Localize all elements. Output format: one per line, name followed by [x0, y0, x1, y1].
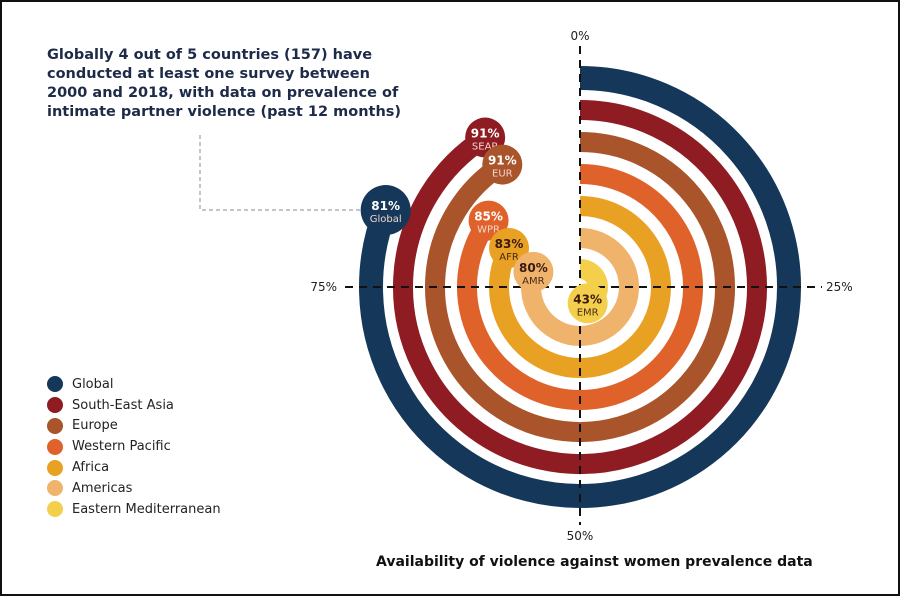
value-label: 81% [371, 199, 400, 213]
value-label: 43% [573, 292, 602, 306]
value-label: 85% [474, 210, 503, 224]
arc-global [359, 66, 801, 508]
legend-label: Africa [72, 460, 110, 476]
label-global: 81%Global [360, 185, 411, 236]
legend-item: Global [47, 374, 221, 395]
tick-75: 75% [310, 280, 337, 294]
legend: Global South-East Asia Europe Western Pacif… [47, 374, 221, 520]
label-bubble [468, 200, 509, 241]
legend-swatch [47, 397, 63, 414]
code-label: SEAR [472, 142, 499, 153]
legend-item: Western Pacific [47, 436, 221, 457]
legend-swatch [47, 480, 63, 497]
legend-label: South-East Asia [72, 397, 174, 413]
label-bubble [360, 185, 411, 236]
legend-item: Europe [47, 416, 221, 437]
label-emr: 43%EMR [567, 283, 608, 324]
value-label: 91% [471, 127, 500, 141]
arc-sear [393, 100, 767, 474]
label-wpr: 85%WPR [468, 200, 509, 241]
legend-swatch [47, 459, 63, 476]
value-label: 83% [495, 237, 524, 251]
leader-line [199, 135, 362, 211]
code-label: Global [370, 214, 402, 225]
arc-eur [425, 132, 735, 442]
code-label: EUR [492, 169, 513, 180]
legend-item: Americas [47, 478, 221, 499]
legend-swatch [47, 501, 63, 518]
legend-swatch [47, 438, 63, 455]
chart-title: Availability of violence against women p… [376, 554, 813, 570]
label-bubble [567, 283, 608, 324]
value-label: 91% [488, 154, 517, 168]
headline: Globally 4 out of 5 countries (157) have… [47, 47, 402, 120]
legend-swatch [47, 376, 63, 393]
legend-label: Americas [72, 480, 133, 496]
label-bubble [513, 251, 554, 292]
tick-50: 50% [567, 529, 594, 543]
arc-afr [489, 196, 671, 378]
legend-label: Global [72, 376, 114, 392]
label-amr: 80%AMR [513, 251, 554, 292]
value-label: 80% [519, 261, 548, 275]
arc-amr [521, 228, 639, 346]
legend-swatch [47, 417, 63, 434]
legend-item: Africa [47, 457, 221, 478]
code-label: EMR [577, 307, 599, 318]
code-label: AFR [499, 252, 519, 263]
label-eur: 91%EUR [482, 144, 523, 185]
label-bubble [482, 144, 523, 185]
legend-item: Eastern Mediterranean [47, 499, 221, 520]
legend-label: Eastern Mediterranean [72, 501, 221, 517]
legend-label: Europe [72, 418, 118, 434]
tick-25: 25% [826, 280, 853, 294]
tick-0: 0% [570, 29, 589, 43]
legend-label: Western Pacific [72, 439, 171, 455]
code-label: AMR [522, 276, 544, 287]
arc-wpr [457, 164, 703, 410]
legend-item: South-East Asia [47, 395, 221, 416]
code-label: WPR [477, 225, 500, 236]
